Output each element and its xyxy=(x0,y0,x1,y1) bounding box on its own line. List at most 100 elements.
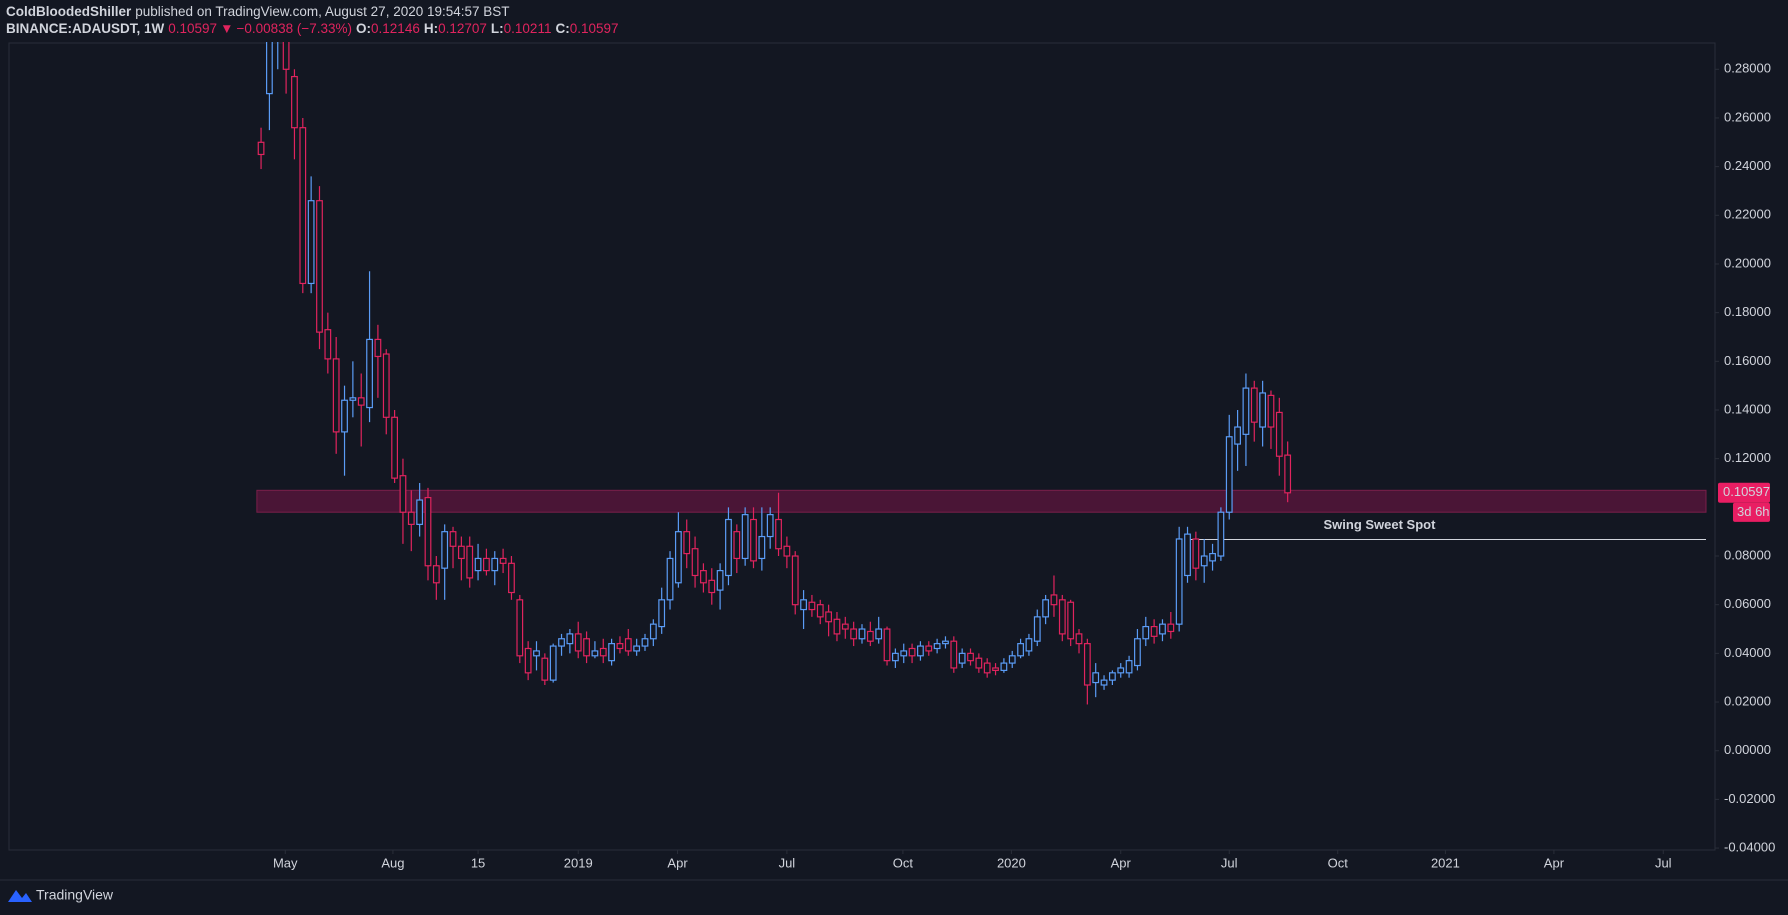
x-tick-label: Apr xyxy=(667,855,688,870)
candle-body xyxy=(841,623,849,630)
candle-body xyxy=(850,628,858,640)
candle-body xyxy=(708,579,716,594)
x-tick-label: Oct xyxy=(893,855,914,870)
candle-body xyxy=(483,557,490,572)
symbol-line: BINANCE:ADAUSDT, 1W 0.10597 ▼ −0.00838 (−7.… xyxy=(6,21,619,36)
brand: TradingView xyxy=(36,887,114,903)
brand-logo xyxy=(8,890,32,902)
candle-body xyxy=(1067,601,1075,640)
candle-body xyxy=(1167,623,1175,633)
y-tick-label: 0.28000 xyxy=(1724,61,1771,76)
ohlc-value: 0.10211 xyxy=(504,21,552,36)
candle-body xyxy=(1125,660,1133,674)
y-tick-label: 0.20000 xyxy=(1724,255,1771,270)
candle-body xyxy=(457,545,465,560)
candle-body xyxy=(566,633,574,645)
candle-body xyxy=(257,141,265,156)
candle-body xyxy=(766,514,774,538)
candle-body xyxy=(1225,436,1233,513)
candle-body xyxy=(1033,616,1041,642)
candle-body xyxy=(1050,594,1058,606)
price-tag-label: 0.10597 xyxy=(1723,484,1770,499)
candle-body xyxy=(674,531,682,584)
y-tick-label: 0.24000 xyxy=(1724,158,1771,173)
y-tick-label: 0.22000 xyxy=(1724,207,1771,222)
candle-body xyxy=(324,329,332,360)
candle-body xyxy=(866,630,874,642)
candle-body xyxy=(950,640,958,669)
candle-body xyxy=(1284,454,1292,494)
candle-body xyxy=(332,358,340,433)
candle-body xyxy=(574,633,582,652)
y-tick-label: 0.00000 xyxy=(1724,742,1771,757)
last-price: 0.10597 xyxy=(168,21,217,36)
candle-body xyxy=(758,535,766,560)
candle-body xyxy=(933,643,941,650)
candle-body xyxy=(975,657,983,669)
candle-body xyxy=(658,599,666,628)
candle-body xyxy=(816,604,824,618)
candle-body xyxy=(833,618,841,635)
candle-body xyxy=(624,638,632,652)
candle-body xyxy=(1017,643,1024,657)
candle-body xyxy=(1058,599,1066,635)
candle-body xyxy=(599,647,607,657)
y-tick-label: 0.14000 xyxy=(1724,401,1771,416)
candle-body xyxy=(783,545,791,557)
x-tick-label: 15 xyxy=(471,855,485,870)
candle-body xyxy=(441,531,449,569)
candle-body xyxy=(1209,552,1216,562)
candle-body xyxy=(983,662,991,674)
candle-body xyxy=(549,645,557,681)
candle-body xyxy=(1083,643,1091,686)
candle-body xyxy=(541,657,549,681)
author: ColdBloodedShiller xyxy=(6,4,132,19)
ohlc-label: L: xyxy=(491,21,504,36)
candle-body xyxy=(958,652,966,664)
candle-body xyxy=(741,514,749,560)
candle-body xyxy=(432,565,440,584)
candle-body xyxy=(1000,662,1008,671)
candle-body xyxy=(1025,638,1033,652)
candle-body xyxy=(1108,672,1116,681)
candle-body xyxy=(750,518,757,562)
candle-body xyxy=(1200,555,1208,567)
candle-body xyxy=(1175,538,1183,625)
candle-body xyxy=(366,338,373,409)
candle-body xyxy=(1159,623,1166,635)
candle-body xyxy=(967,652,974,662)
y-tick-label: 0.12000 xyxy=(1724,450,1771,465)
candle-body xyxy=(341,399,348,433)
candle-body xyxy=(641,638,649,647)
candle-body xyxy=(524,647,532,674)
candle-body xyxy=(291,75,298,129)
candle-body xyxy=(858,628,866,640)
candle-body xyxy=(1217,511,1225,557)
price-tag xyxy=(1718,482,1770,503)
y-tick-label: 0.26000 xyxy=(1724,109,1771,124)
candle-body xyxy=(700,570,707,584)
candle-body xyxy=(608,643,616,662)
y-tick-label: 0.18000 xyxy=(1724,304,1771,319)
y-tick-label: -0.04000 xyxy=(1724,839,1775,854)
candle-body xyxy=(1134,638,1141,667)
candle-body xyxy=(399,475,407,513)
y-tick-label: 0.04000 xyxy=(1724,645,1771,660)
candle-body xyxy=(416,499,424,525)
candle-body xyxy=(800,599,807,611)
x-tick-label: Jul xyxy=(1221,855,1238,870)
candle-body xyxy=(666,557,674,601)
plot-area xyxy=(8,42,1716,851)
ohlc-value: 0.12707 xyxy=(438,21,487,36)
candle-body xyxy=(791,555,799,606)
candle-body xyxy=(808,601,816,611)
candle-body xyxy=(357,397,365,406)
ohlc-value: 0.12146 xyxy=(371,21,420,36)
candle-body xyxy=(508,562,515,594)
x-tick-label: Apr xyxy=(1544,855,1565,870)
candle-body xyxy=(825,611,833,623)
candle-body xyxy=(942,640,949,645)
x-tick-label: 2020 xyxy=(997,855,1026,870)
change: −0.00838 (−7.33%) xyxy=(236,21,352,36)
